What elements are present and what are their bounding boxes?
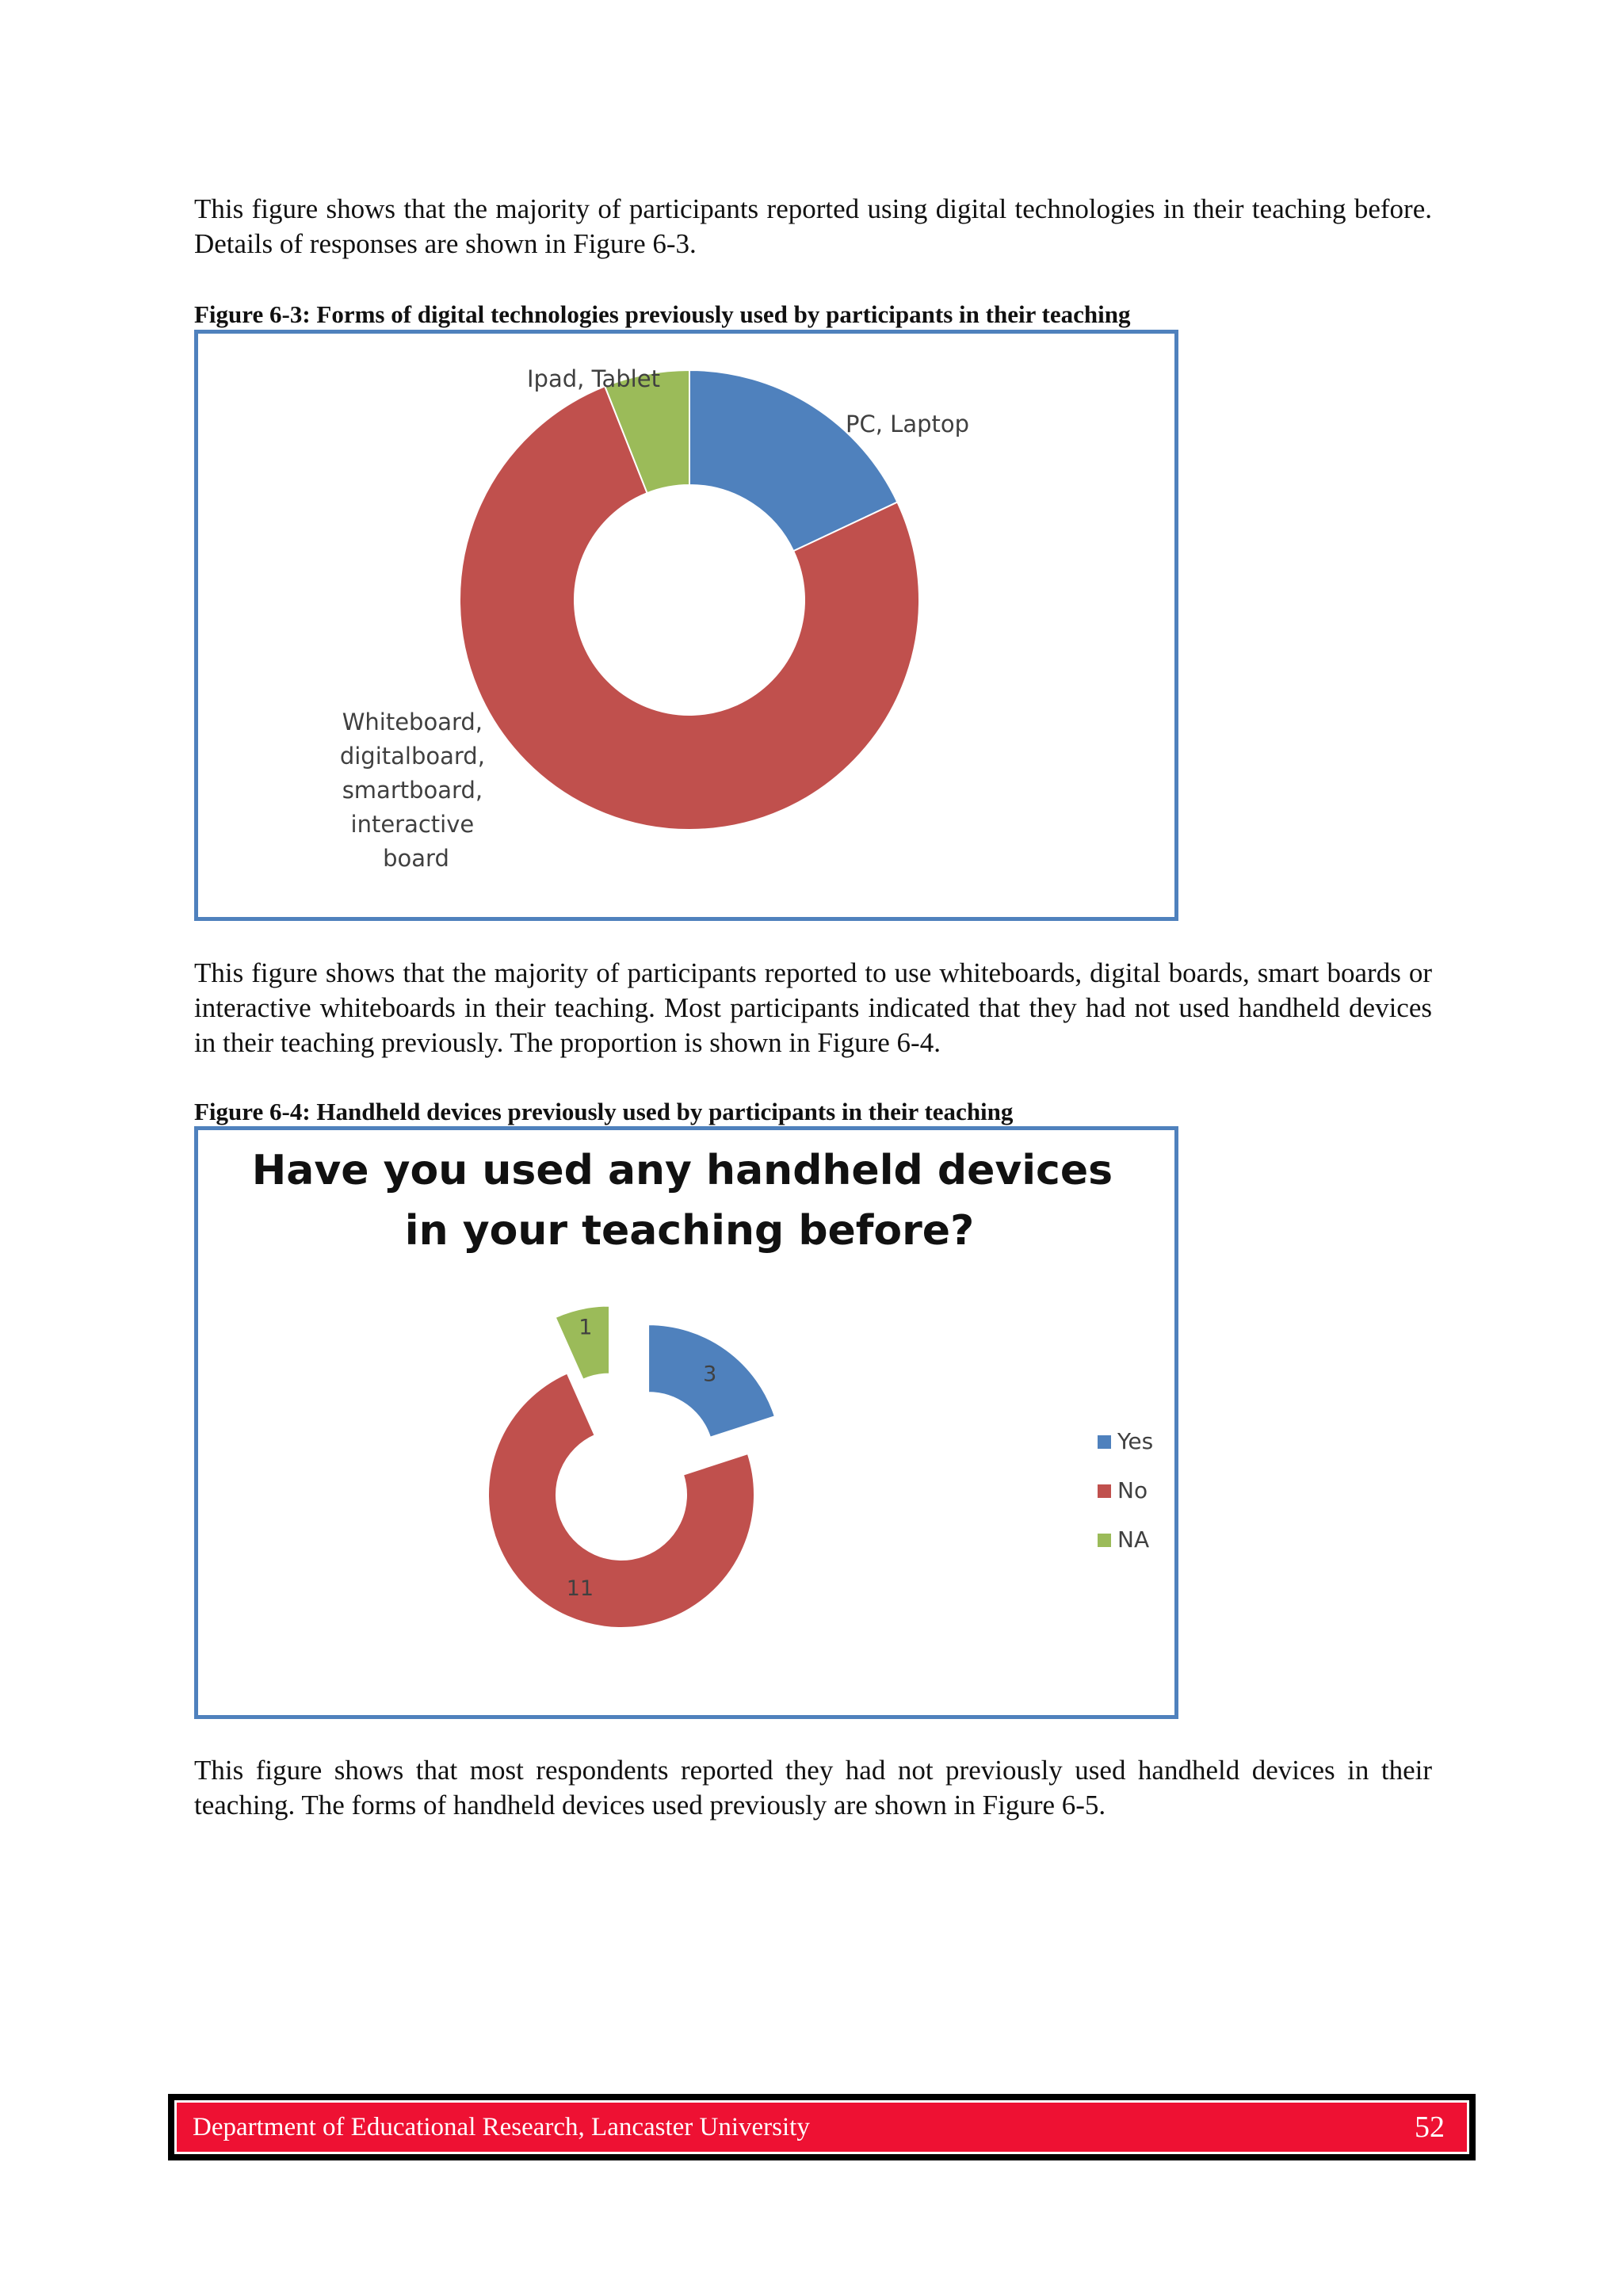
paragraph-handheld: This figure shows that most respondents … [194,1755,1432,1820]
footer-institution: Department of Educational Research, Lanc… [193,2112,810,2141]
slice-label-whiteboard: Whiteboard, digitalboard, smartboard, in… [340,709,492,872]
slice-no [487,1372,755,1629]
footer-bar: Department of Educational Research, Lanc… [174,2100,1469,2154]
legend-swatch-yes [1098,1435,1111,1449]
figure-6-3-chart: PC, Laptop Ipad, Tablet Whiteboard, digi… [194,330,1178,921]
slice-label-pc-laptop: PC, Laptop [846,411,969,437]
legend-label-na: NA [1117,1526,1149,1553]
chart-title: Have you used any handheld devices in yo… [252,1147,1127,1255]
legend-label-no: No [1117,1477,1148,1503]
data-label-yes: 3 [703,1362,716,1386]
figure-6-4-chart: Have you used any handheld devices in yo… [194,1126,1178,1719]
paragraph-whiteboards: This figure shows that the majority of p… [194,957,1432,1058]
legend-swatch-no [1098,1484,1111,1498]
doughnut-chart-handheld: Have you used any handheld devices in yo… [252,1147,1153,1629]
paragraph-intro: This figure shows that the majority of p… [194,193,1432,259]
page-number: 52 [1415,2111,1445,2144]
legend-swatch-na [1098,1534,1111,1547]
figure-6-4-caption: Figure 6-4: Handheld devices previously … [194,1098,1014,1125]
figure-6-3-caption: Figure 6-3: Forms of digital technologie… [194,300,1131,328]
data-label-na: 1 [579,1316,592,1340]
doughnut-chart-digital-tech: PC, Laptop Ipad, Tablet Whiteboard, digi… [340,365,969,872]
data-label-no: 11 [567,1576,594,1601]
slice-pc-laptop [689,369,899,552]
slice-whiteboard-digitalboard-smartboard-interactive-board [459,385,920,831]
page-footer: Department of Educational Research, Lanc… [168,2094,1476,2160]
slice-ipad-tablet [603,369,690,495]
slice-yes [647,1324,777,1438]
legend-label-yes: Yes [1117,1428,1153,1454]
slice-label-ipad-tablet: Ipad, Tablet [527,365,660,392]
slice-na [554,1305,611,1381]
